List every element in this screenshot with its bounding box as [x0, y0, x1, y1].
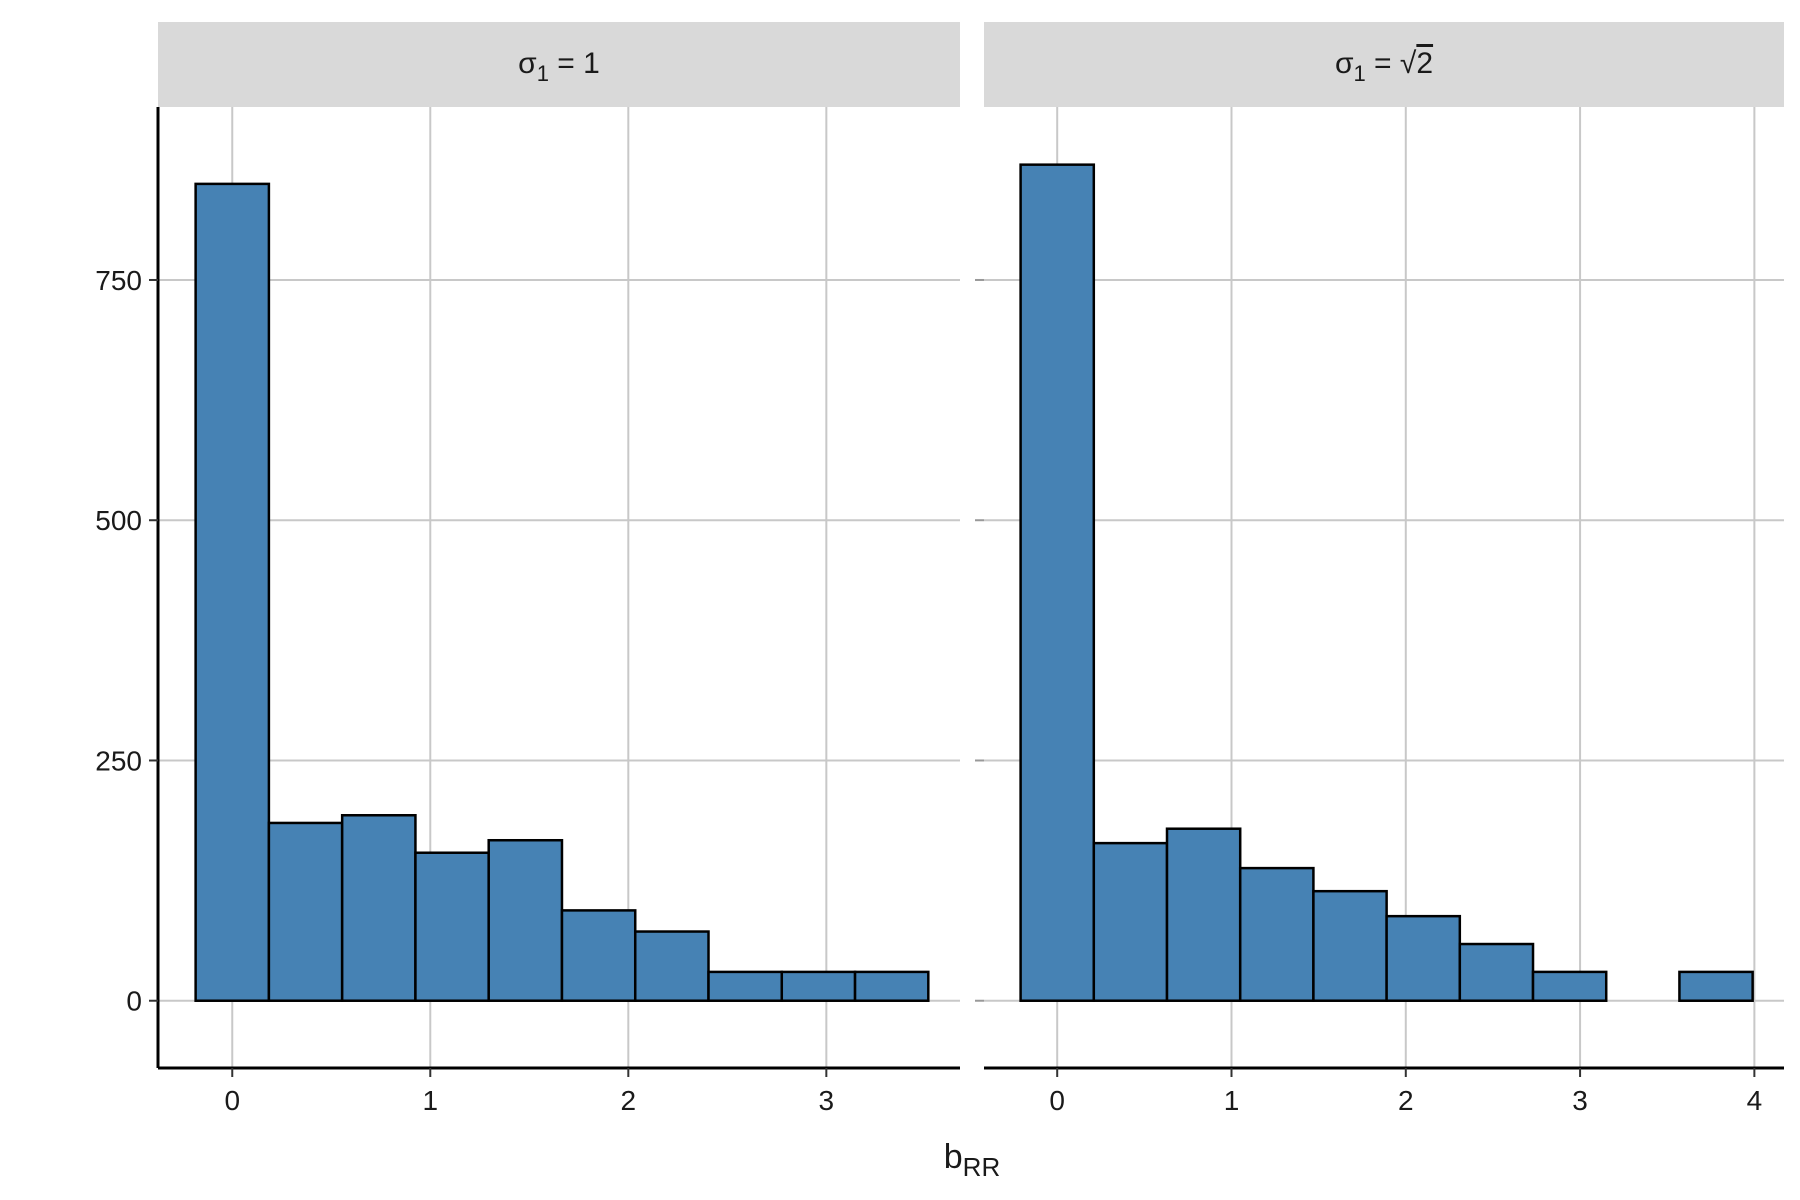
y-tick-label: 500 [95, 505, 142, 536]
strip-rest: = [1366, 47, 1400, 80]
histogram-bar [487, 838, 564, 1002]
histogram-bar [780, 970, 857, 1002]
x-tick-label: 3 [1572, 1085, 1588, 1116]
x-tick-label: 1 [1224, 1085, 1240, 1116]
x-tick-label: 4 [1747, 1085, 1763, 1116]
histogram-bar [1531, 970, 1608, 1002]
histogram-bar [1165, 827, 1242, 1002]
x-axis-title-subscript: RR [963, 1152, 1001, 1182]
facet-strip-label: σ1 = 1 [518, 47, 600, 86]
x-tick-label: 2 [1398, 1085, 1414, 1116]
facet-strip [984, 22, 1784, 107]
facet-strip-label: σ1 = √2 [1335, 47, 1433, 86]
x-tick-label: 0 [224, 1085, 240, 1116]
histogram-bar [194, 182, 271, 1002]
panel-2: σ1 = √20 1 2 3 4 [975, 22, 1784, 1116]
x-tick-label: 2 [621, 1085, 637, 1116]
histogram-bar [633, 930, 710, 1002]
strip-radical-sign: √ [1400, 47, 1417, 80]
x-tick-label: 1 [422, 1085, 438, 1116]
y-tick-label: 250 [95, 745, 142, 776]
histogram-bar [1458, 942, 1535, 1002]
x-axis-title: bRR [944, 1138, 1000, 1182]
histogram-bar [1092, 841, 1169, 1002]
strip-subscript: 1 [1353, 61, 1365, 86]
histogram-bar [340, 814, 417, 1002]
x-tick-label: 3 [819, 1085, 835, 1116]
histogram-bar [853, 970, 930, 1002]
histogram-bar [560, 909, 637, 1002]
histogram-bar [1385, 914, 1462, 1002]
histogram-bar [414, 851, 490, 1002]
facet-strip [158, 22, 960, 107]
histogram-bar [1312, 889, 1388, 1002]
x-axis-title-main: b [944, 1138, 963, 1176]
histogram-bar [1019, 163, 1096, 1002]
histogram-bar [1678, 970, 1754, 1002]
strip-subscript: 1 [537, 61, 549, 86]
y-tick-label: 0 [126, 986, 142, 1017]
strip-sigma: σ [1335, 47, 1354, 80]
histogram-bar [1238, 866, 1315, 1002]
y-tick-label: 750 [95, 265, 142, 296]
histogram-bar [707, 970, 784, 1002]
histogram-bar [267, 821, 344, 1002]
strip-rest: = 1 [549, 47, 600, 80]
strip-radicand: 2 [1416, 47, 1433, 80]
x-tick-label: 0 [1049, 1085, 1065, 1116]
strip-sigma: σ [518, 47, 537, 80]
